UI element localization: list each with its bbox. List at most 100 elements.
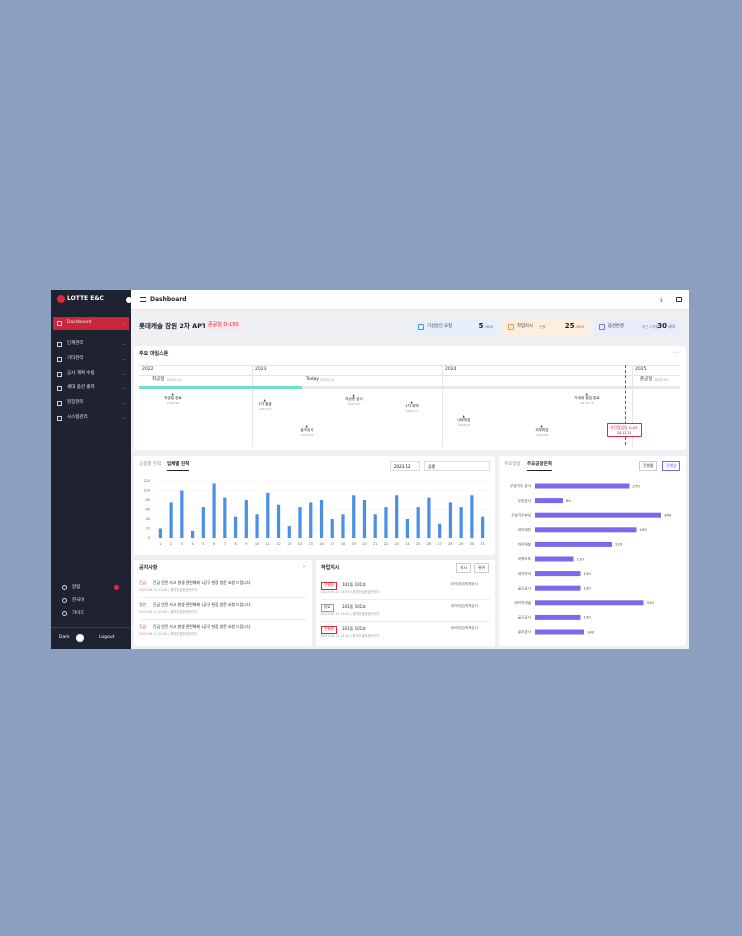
- project-name: 롯데캐슬 잠원 2차 APT: [139, 322, 207, 330]
- stat-card: 옵션변경 최근 1개월 30 세대: [594, 319, 680, 336]
- menu-item[interactable]: 현장관리: [67, 400, 84, 406]
- filter-select[interactable]: 공종: [424, 461, 490, 471]
- work-unit[interactable]: 101동 101호: [342, 604, 366, 609]
- bottom-item[interactable]: 알림: [72, 584, 81, 590]
- milestone-label: 1차 외벽: [405, 404, 419, 408]
- daily-panel: [134, 456, 495, 555]
- status-badge: 진행중: [321, 626, 337, 634]
- tab[interactable]: 주요일정: [504, 462, 521, 467]
- menu-icon: [57, 342, 62, 347]
- stat-label: 옵션변경: [608, 324, 624, 329]
- notice-panel: [134, 560, 312, 646]
- milestone-marker: ▲: [263, 398, 266, 402]
- work-button[interactable]: 위위: [474, 563, 489, 573]
- milestone-marker: ▲: [352, 393, 355, 397]
- toggle-button[interactable]: 진행률: [639, 461, 658, 471]
- menu-item[interactable]: 공사 계획 수립: [67, 370, 95, 376]
- work-panel: [316, 560, 495, 646]
- start-date: 2022.01: [167, 377, 182, 382]
- stat-icon: [599, 324, 605, 330]
- sidebar-divider: [51, 627, 131, 628]
- notice-text[interactable]: 긴급 안전 사고 발생 관련해제 1공구 현장 방문 요청 드립니다.: [153, 580, 252, 585]
- track-progress: [139, 386, 302, 389]
- notice-more[interactable]: ›: [303, 564, 305, 570]
- divider: [321, 621, 490, 622]
- milestone-marker: ▲: [171, 392, 174, 396]
- tab[interactable]: 공종별 진척: [139, 462, 162, 467]
- sidebar: [51, 290, 131, 649]
- menu-chevron: ⌄: [122, 355, 126, 361]
- header-title: Dashboard: [150, 296, 187, 303]
- menu-chevron: ⌄: [122, 341, 126, 346]
- work-trade: 바닥마감/벽체공사: [451, 626, 478, 630]
- menu-item[interactable]: Dashboard: [67, 320, 92, 325]
- collapse-button[interactable]: [126, 297, 132, 303]
- work-unit[interactable]: 101동 101호: [342, 582, 366, 587]
- status-badge: 완료: [321, 604, 334, 612]
- stat-value-box: 30 세대: [657, 323, 675, 330]
- milestone-date: 2023.03: [258, 407, 272, 411]
- tab-active[interactable]: 업체별 진척: [167, 462, 190, 471]
- today-date: 2023.12: [320, 377, 335, 382]
- more-icon[interactable]: ⋯: [672, 349, 678, 356]
- milestone-marker: ▲: [305, 424, 308, 428]
- work-meta: 2023.09.11 13:00 | 롯데건설현장관리자: [321, 612, 379, 616]
- work-trade: 바닥마감/벽체공사: [451, 604, 478, 608]
- end-date: 2025.05: [654, 377, 669, 382]
- work-button[interactable]: 지시: [456, 563, 471, 573]
- stat-icon: [508, 324, 514, 330]
- notice-meta: 2023.09.11 13:00 | 롯데건설현장관리자: [139, 632, 197, 636]
- year-label: 2025: [635, 366, 647, 372]
- stat-label: 기성승인 요청: [427, 324, 453, 329]
- milestone-date: 24.10.15: [580, 401, 594, 405]
- menu-item[interactable]: 시스템관리: [67, 415, 88, 420]
- year-row-bottom: [139, 375, 680, 376]
- header: [131, 290, 689, 310]
- milestone-label: 착공일 완료: [164, 396, 182, 400]
- stat-total: /300: [575, 324, 584, 329]
- menu-item[interactable]: 세대 옵션 출력: [67, 385, 95, 391]
- tab-active[interactable]: 주요공정진척: [527, 462, 552, 471]
- track: [139, 386, 680, 389]
- menu-chevron: ⌄: [122, 400, 126, 406]
- print-icon[interactable]: [676, 297, 682, 302]
- milestone-date: 2023.11: [405, 409, 419, 413]
- milestone-marker: ▲: [585, 392, 588, 396]
- logo-icon: [57, 295, 65, 303]
- toggle-button-active[interactable]: 진행량: [662, 461, 681, 471]
- milestone-label: 골조공사: [300, 428, 314, 432]
- menu-icon: [57, 356, 62, 362]
- notice-text[interactable]: 긴급 안전 사고 발생 관련해제 1공구 현장 방문 요청 드립니다.: [153, 602, 252, 607]
- divider: [139, 597, 307, 598]
- alert-date: 24.12.21: [617, 431, 632, 435]
- bottom-item[interactable]: 가이드: [72, 610, 85, 616]
- stat-value: 5: [478, 322, 484, 330]
- notice-tag: 긴급: [139, 580, 146, 585]
- year-divider: [632, 365, 633, 447]
- notice-text[interactable]: 긴급 안전 사고 발생 관련해제 1공구 현장 방문 요청 드립니다.: [153, 624, 252, 629]
- notice-title: 공지사항: [139, 565, 158, 571]
- theme-toggle[interactable]: [76, 634, 84, 642]
- milestone-marker: ▲: [410, 400, 413, 404]
- stat-total: /300: [484, 324, 493, 329]
- stat-icon: [418, 324, 424, 330]
- menu-item[interactable]: 기타관리: [67, 355, 84, 361]
- stat-value-box: 25/300: [565, 323, 584, 330]
- notice-meta: 2023.09.11 13:00 | 롯데건설현장관리자: [139, 610, 197, 614]
- month-select[interactable]: 2023.12: [390, 461, 420, 471]
- menu-item[interactable]: 단계관리: [67, 341, 84, 346]
- bottom-item[interactable]: 한국어: [72, 597, 85, 603]
- milestone-date: 2024.03: [457, 423, 471, 427]
- year-divider: [252, 365, 253, 447]
- project-badge: 준공일 D-150: [205, 321, 242, 330]
- milestone-panel: [134, 346, 686, 450]
- download-icon[interactable]: ⤓: [660, 296, 663, 303]
- logout[interactable]: Logout: [99, 635, 115, 640]
- work-unit[interactable]: 101동 101호: [342, 626, 366, 631]
- milestone-marker: ▲: [540, 424, 543, 428]
- work-meta: 2023.09.11 13:00 | 롯데건설현장관리자: [321, 590, 379, 594]
- menu-active: [53, 317, 129, 330]
- menu-icon: [57, 386, 62, 392]
- theme-label: Dark: [59, 635, 70, 640]
